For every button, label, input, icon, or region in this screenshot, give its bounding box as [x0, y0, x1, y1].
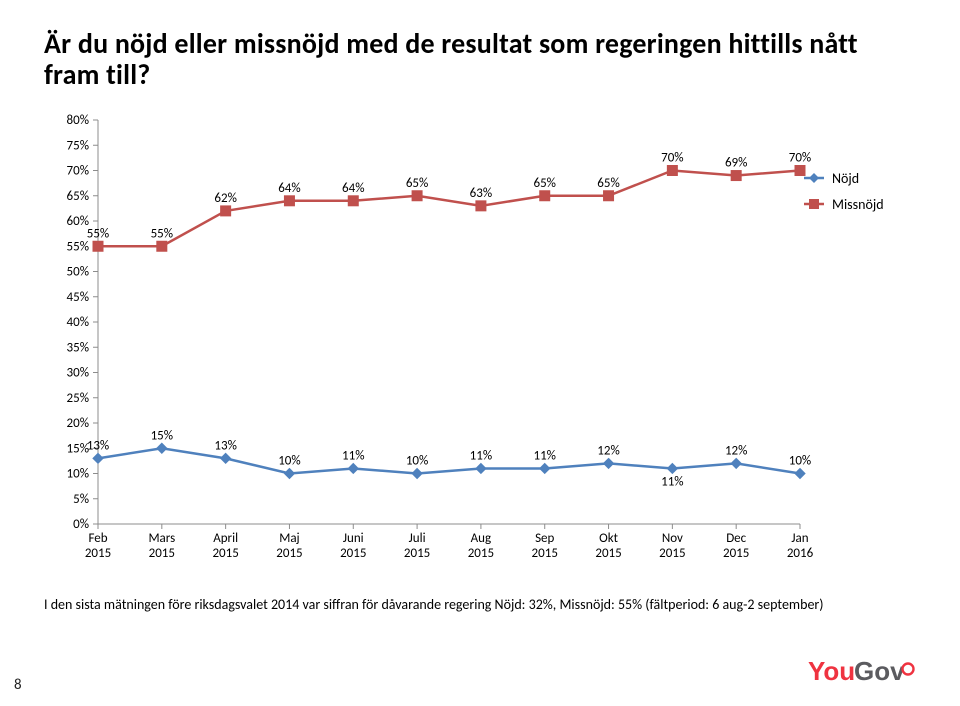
svg-text:30%: 30% — [67, 366, 89, 381]
svg-text:11%: 11% — [342, 448, 364, 463]
svg-text:2015: 2015 — [149, 546, 175, 561]
svg-text:11%: 11% — [533, 448, 555, 463]
svg-text:2015: 2015 — [595, 546, 621, 561]
svg-text:0%: 0% — [73, 517, 89, 532]
svg-text:45%: 45% — [67, 290, 89, 305]
svg-text:11%: 11% — [661, 474, 683, 489]
svg-text:70%: 70% — [661, 151, 683, 166]
svg-text:15%: 15% — [67, 441, 89, 456]
svg-text:2015: 2015 — [468, 546, 494, 561]
svg-text:2015: 2015 — [85, 546, 111, 561]
svg-text:75%: 75% — [67, 138, 89, 153]
svg-text:2015: 2015 — [340, 546, 366, 561]
svg-text:55%: 55% — [87, 226, 109, 241]
svg-text:Mars: Mars — [148, 531, 175, 546]
svg-text:Sep: Sep — [535, 531, 554, 546]
svg-text:Dec: Dec — [726, 531, 746, 546]
svg-text:Juli: Juli — [409, 531, 426, 546]
svg-text:2015: 2015 — [212, 546, 238, 561]
svg-text:You: You — [808, 656, 855, 686]
svg-text:70%: 70% — [789, 151, 811, 166]
svg-text:Okt: Okt — [599, 531, 618, 546]
svg-text:10%: 10% — [406, 454, 428, 469]
svg-text:70%: 70% — [67, 164, 89, 179]
svg-text:Feb: Feb — [88, 531, 107, 546]
svg-text:65%: 65% — [406, 176, 428, 191]
svg-text:2016: 2016 — [787, 546, 814, 561]
svg-text:13%: 13% — [214, 438, 236, 453]
svg-text:Jan: Jan — [791, 531, 808, 546]
svg-text:55%: 55% — [67, 239, 89, 254]
svg-text:10%: 10% — [789, 454, 811, 469]
svg-text:55%: 55% — [151, 226, 173, 241]
svg-text:64%: 64% — [342, 181, 364, 196]
svg-text:50%: 50% — [67, 265, 89, 280]
svg-text:65%: 65% — [67, 189, 89, 204]
svg-text:Aug: Aug — [471, 531, 491, 546]
svg-text:2015: 2015 — [404, 546, 430, 561]
svg-text:15%: 15% — [151, 428, 173, 443]
svg-text:69%: 69% — [725, 156, 747, 171]
svg-text:80%: 80% — [67, 114, 89, 128]
svg-text:2015: 2015 — [276, 546, 302, 561]
svg-text:2015: 2015 — [532, 546, 558, 561]
svg-text:35%: 35% — [67, 340, 89, 355]
svg-text:Nöjd: Nöjd — [832, 170, 859, 187]
svg-text:11%: 11% — [470, 448, 492, 463]
svg-text:65%: 65% — [597, 176, 619, 191]
svg-text:Maj: Maj — [279, 531, 299, 546]
svg-text:12%: 12% — [597, 443, 619, 458]
svg-text:2015: 2015 — [723, 546, 749, 561]
svg-text:65%: 65% — [533, 176, 555, 191]
svg-text:Nov: Nov — [662, 531, 683, 546]
svg-text:25%: 25% — [67, 391, 89, 406]
svg-text:10%: 10% — [67, 467, 89, 482]
svg-text:Missnöjd: Missnöjd — [832, 196, 884, 213]
svg-text:10%: 10% — [278, 454, 300, 469]
yougov-logo: YouGov — [808, 656, 916, 690]
svg-text:Gov: Gov — [854, 656, 905, 686]
svg-text:April: April — [213, 531, 238, 546]
svg-text:5%: 5% — [73, 492, 89, 507]
line-chart: 0%5%10%15%20%25%30%35%40%45%50%55%60%65%… — [44, 114, 916, 580]
svg-text:13%: 13% — [87, 438, 109, 453]
svg-text:12%: 12% — [725, 443, 747, 458]
svg-text:20%: 20% — [67, 416, 89, 431]
svg-text:Juni: Juni — [343, 531, 364, 546]
svg-text:64%: 64% — [278, 181, 300, 196]
page-title: Är du nöjd eller missnöjd med de resulta… — [44, 28, 864, 91]
svg-text:40%: 40% — [67, 315, 89, 330]
page-number: 8 — [14, 676, 22, 694]
svg-text:2015: 2015 — [659, 546, 685, 561]
svg-text:60%: 60% — [67, 214, 89, 229]
footnote: I den sista mätningen före riksdagsvalet… — [44, 596, 824, 613]
svg-text:62%: 62% — [214, 191, 236, 206]
svg-text:63%: 63% — [470, 186, 492, 201]
